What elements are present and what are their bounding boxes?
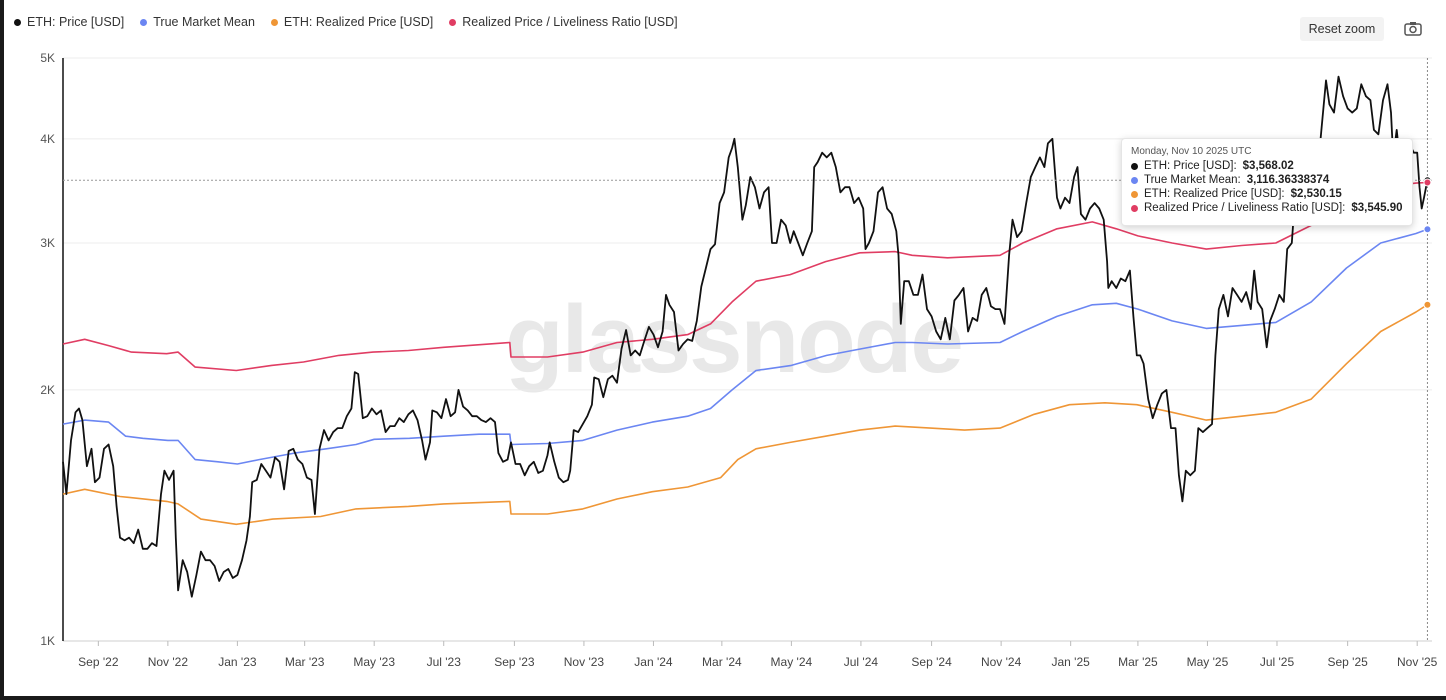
legend-dot — [449, 18, 457, 26]
x-tick-label: Nov '22 — [148, 655, 189, 669]
tooltip-label: ETH: Price [USD]: — [1144, 160, 1237, 172]
x-tick-label: Jan '24 — [634, 655, 673, 669]
legend-item-realized-price[interactable]: ETH: Realized Price [USD] — [270, 15, 434, 29]
x-tick-label: Sep '22 — [78, 655, 119, 669]
camera-icon[interactable] — [1403, 20, 1423, 38]
tooltip-label: ETH: Realized Price [USD]: — [1144, 188, 1285, 200]
x-tick-label: May '23 — [353, 655, 395, 669]
left-border — [0, 0, 4, 700]
reset-zoom-button[interactable]: Reset zoom — [1300, 17, 1384, 41]
x-tick-label: Nov '25 — [1397, 655, 1438, 669]
chart-legend: ETH: Price [USD] True Market Mean ETH: R… — [14, 15, 678, 29]
series-line-1 — [62, 228, 1428, 465]
chart-tooltip: Monday, Nov 10 2025 UTC ETH: Price [USD]… — [1121, 138, 1413, 226]
bottom-border — [0, 696, 1446, 700]
x-tick-label: Mar '25 — [1118, 655, 1158, 669]
y-tick-label: 3K — [40, 236, 55, 250]
tooltip-dot — [1131, 204, 1138, 212]
x-tick-label: Jul '25 — [1260, 655, 1295, 669]
x-tick-label: May '25 — [1187, 655, 1229, 669]
series-marker-3 — [1423, 178, 1432, 187]
y-tick-label: 4K — [40, 132, 55, 146]
tooltip-date: Monday, Nov 10 2025 UTC — [1131, 146, 1252, 157]
tooltip-label: Realized Price / Liveliness Ratio [USD]: — [1144, 202, 1346, 214]
series-line-2 — [62, 304, 1428, 526]
x-tick-label: Sep '23 — [494, 655, 535, 669]
x-tick-label: Jan '23 — [218, 655, 257, 669]
tooltip-value: $2,530.15 — [1290, 188, 1342, 200]
legend-label: ETH: Realized Price [USD] — [283, 15, 434, 29]
x-tick-label: Sep '24 — [911, 655, 952, 669]
x-tick-label: Jul '23 — [427, 655, 462, 669]
y-tick-label: 5K — [40, 51, 55, 65]
legend-label: True Market Mean — [153, 15, 255, 29]
x-tick-label: Mar '24 — [702, 655, 742, 669]
series-marker-2 — [1423, 300, 1432, 309]
legend-label: ETH: Price [USD] — [27, 15, 125, 29]
tooltip-row-liveliness-ratio: Realized Price / Liveliness Ratio [USD]:… — [1131, 202, 1403, 214]
legend-dot — [14, 18, 21, 26]
tooltip-value: $3,568.02 — [1242, 160, 1294, 172]
y-tick-label: 2K — [40, 383, 55, 397]
tooltip-row-true-market-mean: True Market Mean: 3,116.36338374 — [1131, 174, 1329, 186]
tooltip-value: $3,545.90 — [1351, 202, 1403, 214]
legend-label: Realized Price / Liveliness Ratio [USD] — [462, 15, 678, 29]
series-marker-1 — [1423, 225, 1432, 234]
tooltip-label: True Market Mean: — [1144, 174, 1241, 186]
tooltip-value: 3,116.36338374 — [1246, 174, 1330, 186]
x-tick-label: May '24 — [771, 655, 813, 669]
tooltip-dot — [1131, 190, 1138, 198]
x-tick-label: Sep '25 — [1327, 655, 1368, 669]
tooltip-dot — [1131, 162, 1138, 170]
x-tick-label: Nov '24 — [981, 655, 1022, 669]
x-tick-label: Nov '23 — [564, 655, 605, 669]
legend-item-liveliness-ratio[interactable]: Realized Price / Liveliness Ratio [USD] — [449, 15, 678, 29]
legend-item-true-market-mean[interactable]: True Market Mean — [140, 15, 255, 29]
tooltip-dot — [1131, 176, 1138, 184]
x-tick-label: Jan '25 — [1051, 655, 1090, 669]
y-tick-label: 1K — [40, 634, 55, 648]
tooltip-row-realized-price: ETH: Realized Price [USD]: $2,530.15 — [1131, 188, 1342, 200]
x-tick-label: Jul '24 — [844, 655, 879, 669]
legend-dot — [140, 18, 148, 26]
x-tick-label: Mar '23 — [285, 655, 325, 669]
series-line-3 — [62, 181, 1428, 372]
tooltip-row-eth-price: ETH: Price [USD]: $3,568.02 — [1131, 160, 1294, 172]
series-line-0 — [62, 75, 1429, 598]
legend-item-eth-price[interactable]: ETH: Price [USD] — [14, 15, 124, 29]
legend-dot — [270, 18, 278, 26]
